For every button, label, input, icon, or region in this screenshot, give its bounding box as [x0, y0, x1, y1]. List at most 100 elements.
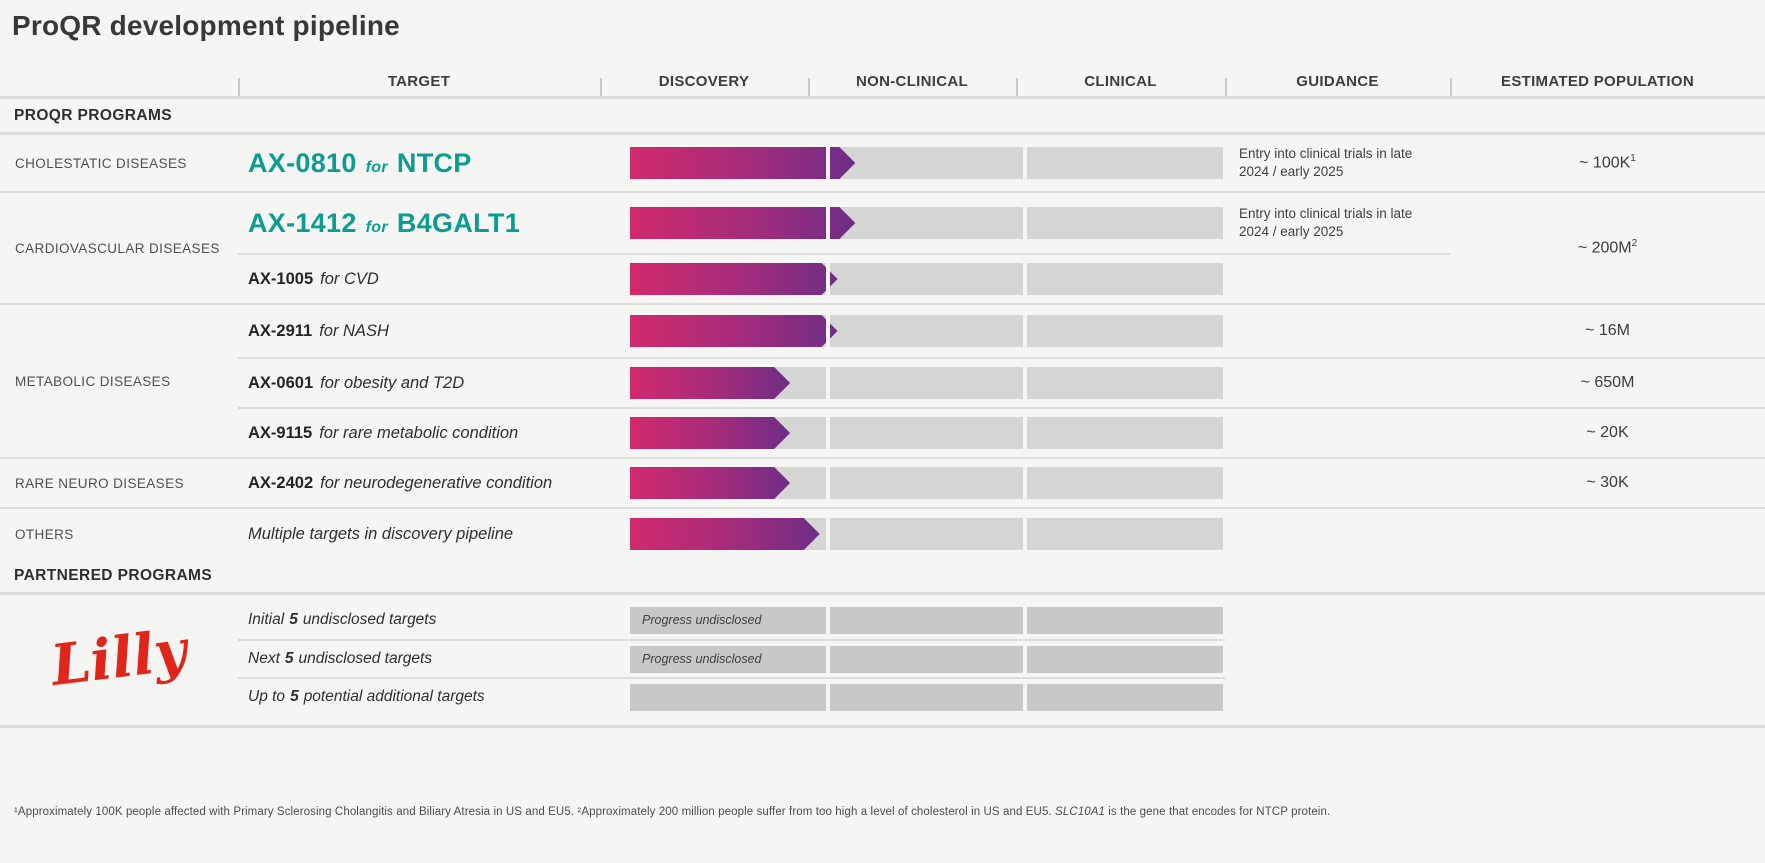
pipeline-bar — [630, 518, 820, 550]
stage-divider — [825, 261, 830, 297]
track-ax-2911 — [600, 303, 1225, 357]
pipeline-bar — [630, 417, 790, 449]
track-others — [600, 507, 1225, 559]
stage-divider — [1023, 516, 1028, 552]
target-text: potential additional targets — [303, 688, 485, 705]
stage-divider — [1023, 313, 1028, 349]
column-header-guidance: GUIDANCE — [1225, 44, 1450, 96]
pipeline-bar — [630, 263, 838, 295]
page-title: ProQR development pipeline — [12, 10, 400, 41]
bar-track — [630, 415, 1223, 451]
guidance-empty — [1225, 303, 1450, 357]
proqr-programs-grid: CHOLESTATIC DISEASES CARDIOVASCULAR DISE… — [0, 135, 1765, 559]
lilly-logo: Lilly — [47, 616, 191, 700]
target-desc: for CVD — [320, 269, 379, 288]
pipeline-bar — [630, 207, 855, 239]
bar-track — [630, 681, 1223, 713]
progress-undisclosed-label: Progress undisclosed — [642, 652, 762, 666]
population-value: ~ 30K — [1586, 474, 1629, 491]
pipeline-bar — [630, 147, 855, 179]
target-ax-1005: AX-1005 for CVD — [238, 253, 600, 303]
group-label-others: OTHERS — [0, 507, 238, 559]
population-ax-0810: ~ 100K1 — [1450, 135, 1765, 191]
target-name: NTCP — [396, 147, 472, 178]
population-ax-2911: ~ 16M — [1450, 303, 1765, 357]
group-label-cardiovascular: CARDIOVASCULAR DISEASES — [0, 191, 238, 303]
for-word: for — [365, 158, 388, 176]
population-empty — [1450, 507, 1765, 559]
population-ax-2402: ~ 30K — [1450, 457, 1765, 507]
target-desc: for NASH — [319, 321, 389, 340]
pipeline-page: ProQR development pipeline TARGET DISCOV… — [0, 10, 1765, 818]
target-ax-0810: AX-0810 for NTCP — [238, 135, 600, 191]
target-text: Next — [248, 650, 280, 667]
program-code: AX-1412 — [248, 207, 357, 238]
population-value: ~ 650M — [1580, 374, 1635, 391]
target-count: 5 — [289, 611, 298, 628]
stage-divider — [1023, 604, 1028, 636]
target-name: B4GALT1 — [396, 207, 521, 238]
column-header-nonclinical: NON-CLINICAL — [808, 44, 1016, 96]
partnered-track-additional — [600, 677, 1225, 715]
bar-track — [630, 365, 1223, 401]
partnered-target-next: Next 5 undisclosed targets — [238, 639, 600, 677]
track-ax-0810 — [600, 135, 1225, 191]
program-code: AX-2402 — [248, 473, 314, 492]
bar-track: Progress undisclosed — [630, 643, 1223, 675]
population-ax-9115: ~ 20K — [1450, 407, 1765, 457]
program-code: AX-2911 — [248, 321, 313, 340]
bar-track: Progress undisclosed — [630, 604, 1223, 636]
target-desc: for rare metabolic condition — [319, 423, 519, 442]
stage-divider — [825, 643, 830, 675]
stage-divider — [825, 415, 830, 451]
track-ax-1412 — [600, 191, 1225, 253]
program-code: AX-1005 — [248, 269, 314, 288]
track-ax-1005 — [600, 253, 1225, 303]
population-value: ~ 20K — [1586, 424, 1629, 441]
guidance-empty — [1225, 357, 1450, 407]
column-header-clinical: CLINICAL — [1016, 44, 1225, 96]
partnered-track-initial: Progress undisclosed — [600, 601, 1225, 639]
stage-divider — [1023, 681, 1028, 713]
guidance-ax-1412: Entry into clinical trials in late 2024 … — [1225, 191, 1450, 253]
target-count: 5 — [284, 650, 294, 667]
target-ax-2402: AX-2402 for neurodegenerative condition — [238, 457, 600, 507]
partner-logo-cell: Lilly — [0, 601, 238, 715]
pipeline-bar — [630, 367, 790, 399]
section-partnered-programs: PARTNERED PROGRAMS — [0, 559, 1765, 595]
progress-undisclosed-label: Progress undisclosed — [642, 613, 762, 627]
target-desc: for obesity and T2D — [320, 373, 465, 392]
column-header-row: TARGET DISCOVERY NON-CLINICAL CLINICAL G… — [0, 44, 1765, 99]
stage-divider — [1023, 205, 1028, 241]
stage-divider — [1023, 145, 1028, 181]
stage-divider — [1023, 261, 1028, 297]
bar-track — [630, 145, 1223, 181]
track-ax-0601 — [600, 357, 1225, 407]
partnered-programs-grid: Lilly Initial 5 undisclosed targets Progre… — [0, 595, 1765, 728]
partnered-track-next: Progress undisclosed — [600, 639, 1225, 677]
population-value: ~ 200M — [1577, 239, 1632, 257]
bar-track — [630, 313, 1223, 349]
target-text: Initial — [248, 611, 285, 628]
stage-divider — [825, 145, 830, 181]
target-text: Up to — [248, 688, 286, 705]
column-header-discovery: DISCOVERY — [600, 44, 808, 96]
population-ax-0601: ~ 650M — [1450, 357, 1765, 407]
column-header-population: ESTIMATED POPULATION — [1450, 44, 1765, 96]
header-spacer — [0, 44, 238, 96]
target-count: 5 — [290, 688, 299, 705]
target-ax-9115: AX-9115 for rare metabolic condition — [238, 407, 600, 457]
stage-divider — [825, 516, 830, 552]
bar-track — [630, 465, 1223, 501]
stage-divider — [825, 604, 830, 636]
population-value: ~ 100K — [1579, 154, 1631, 172]
stage-divider — [1023, 365, 1028, 401]
group-label-rare-neuro: RARE NEURO DISEASES — [0, 457, 238, 507]
target-ax-2911: AX-2911 for NASH — [238, 303, 600, 357]
stage-divider — [1023, 415, 1028, 451]
target-text: undisclosed targets — [298, 650, 433, 667]
bar-track — [630, 261, 1223, 297]
target-ax-0601: AX-0601 for obesity and T2D — [238, 357, 600, 407]
stage-divider — [1023, 643, 1028, 675]
footnote: ¹Approximately 100K people affected with… — [14, 806, 1755, 818]
